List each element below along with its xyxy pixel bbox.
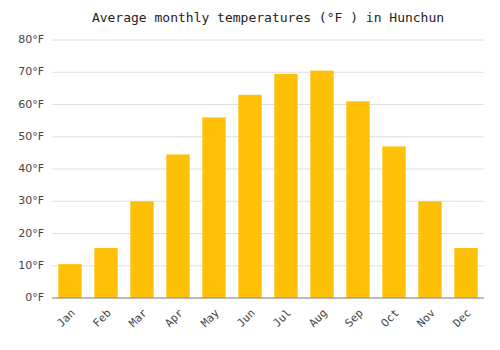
y-tick-label: 60°F [18,98,44,111]
grid-line [52,136,484,137]
x-axis-line [52,298,484,299]
y-tick-label: 50°F [18,130,44,143]
x-tick-label: Nov [415,306,439,330]
bar [166,154,189,298]
y-tick-label: 20°F [18,227,44,240]
x-tick-label: Aug [307,307,330,330]
grid-line [52,298,484,299]
x-tick-label: Apr [163,306,187,330]
grid-line [52,169,484,170]
grid [52,40,484,298]
bar [202,117,225,298]
bar [58,264,81,298]
x-tick-label: Mar [127,306,151,330]
bars [58,71,477,298]
y-tick-label: 70°F [18,65,44,78]
bar [454,248,477,298]
grid-line [52,104,484,105]
y-tick-label: 10°F [18,259,44,272]
x-tick-label: Oct [379,307,402,330]
x-tick-label: May [199,306,223,330]
y-ticks: 0°F 10°F 20°F 30°F 40°F 50°F 60°F 70°F 80°F [18,33,44,304]
x-ticks: Jan Feb Mar Apr May Jun Jul Aug Sep Oct Nov Dec [55,306,474,330]
bar [418,201,441,298]
x-tick-label: Jul [271,307,294,330]
x-tick-label: Sep [343,307,366,330]
x-tick-label: Feb [91,307,114,330]
x-tick-label: Dec [451,307,474,330]
chart: 0°F 10°F 20°F 30°F 40°F 50°F 60°F 70°F 80°F Jan Fe… [0,0,500,350]
title: Average monthly temperatures (°F ) in Hu… [92,10,444,25]
bar [238,95,261,298]
bar [382,146,405,298]
y-tick-label: 30°F [18,194,44,207]
chart-root: 0°F 10°F 20°F 30°F 40°F 50°F 60°F 70°F 80°F Jan Fe… [0,0,500,350]
bar [94,248,117,298]
grid-line [52,40,484,41]
y-tick-label: 80°F [18,33,44,46]
y-tick-label: 40°F [18,162,44,175]
bar [130,201,153,298]
grid-line [52,72,484,73]
bar [346,101,369,298]
x-tick-label: Jun [235,307,258,330]
bar [310,71,333,298]
x-tick-label: Jan [55,307,78,330]
bar [274,74,297,298]
y-tick-label: 0°F [25,291,44,304]
